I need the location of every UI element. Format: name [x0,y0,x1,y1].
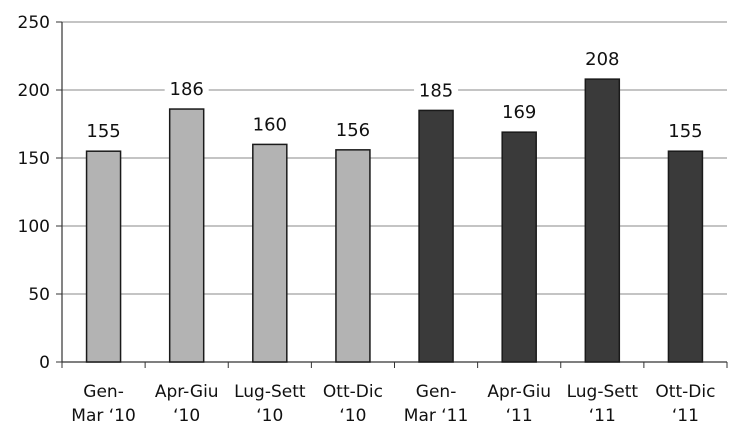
x-category-label: Gen- Mar ‘11 [404,382,469,426]
x-category-labels: Gen- Mar ‘10 Apr-Giu ‘10 Lug-Sett ‘10 Ott-Dic ‘… [71,382,715,426]
x-category-label: Gen- Mar ‘10 [71,382,136,426]
x-category-label: Lug-Sett ‘11 [567,382,639,426]
x-category-label-line: Gen- [416,382,457,402]
data-label: 169 [502,102,536,123]
data-label: 160 [253,114,287,135]
data-label-background [330,118,375,141]
y-tick-label: 250 [18,13,50,33]
data-label: 186 [170,79,204,100]
x-category-label: Ott-Dic ‘11 [655,382,715,426]
x-category-label-line: Gen- [83,382,124,402]
data-labels: 155 186 160 156 185 169 208 155 [81,48,708,143]
x-category-label: Lug-Sett ‘10 [234,382,306,426]
x-category-label-line: Mar ‘11 [404,406,469,426]
x-category-label-line: Ott-Dic [655,382,715,402]
x-category-label-line: ‘10 [256,406,283,426]
x-category-label-line: Lug-Sett [567,382,639,402]
x-category-label-line: Apr-Giu [155,382,219,402]
bars [85,78,704,363]
y-tick-labels: 0 50 100 150 200 250 [18,13,50,373]
bar [335,149,371,363]
axes [56,21,728,368]
x-category-label-line: ‘11 [589,406,616,426]
data-label: 208 [585,49,619,70]
y-tick-label: 150 [18,149,50,169]
data-label-background [81,120,126,143]
bar [501,131,537,363]
data-label-background [580,48,625,71]
x-category-label-line: Ott-Dic [323,382,383,402]
bar [667,150,704,363]
bar [584,78,621,363]
bar [418,109,454,363]
x-category-label: Ott-Dic ‘10 [323,382,383,426]
x-category-label: Apr-Giu ‘10 [155,382,219,426]
y-tick-label: 200 [18,81,50,101]
data-label-background [247,113,292,136]
bar [85,150,122,363]
data-label: 155 [668,121,702,142]
data-label-background [414,79,459,102]
data-label: 156 [336,120,370,141]
data-label: 185 [419,80,453,101]
data-label: 155 [86,121,120,142]
bar [168,108,205,363]
data-label-background [497,101,542,124]
data-label-background [663,120,708,143]
y-tick-label: 50 [28,285,50,305]
x-category-label-line: ‘10 [339,406,366,426]
gridlines [62,21,727,295]
data-label-background [164,78,209,101]
y-tick-label: 100 [18,217,50,237]
x-category-label-line: ‘11 [506,406,533,426]
x-category-label: Apr-Giu ‘11 [487,382,551,426]
x-category-label-line: Mar ‘10 [71,406,136,426]
bar [252,143,288,363]
x-category-label-line: ‘10 [173,406,200,426]
x-category-label-line: Apr-Giu [487,382,551,402]
x-category-label-line: ‘11 [672,406,699,426]
y-tick-label: 0 [39,353,50,373]
x-category-label-line: Lug-Sett [234,382,306,402]
